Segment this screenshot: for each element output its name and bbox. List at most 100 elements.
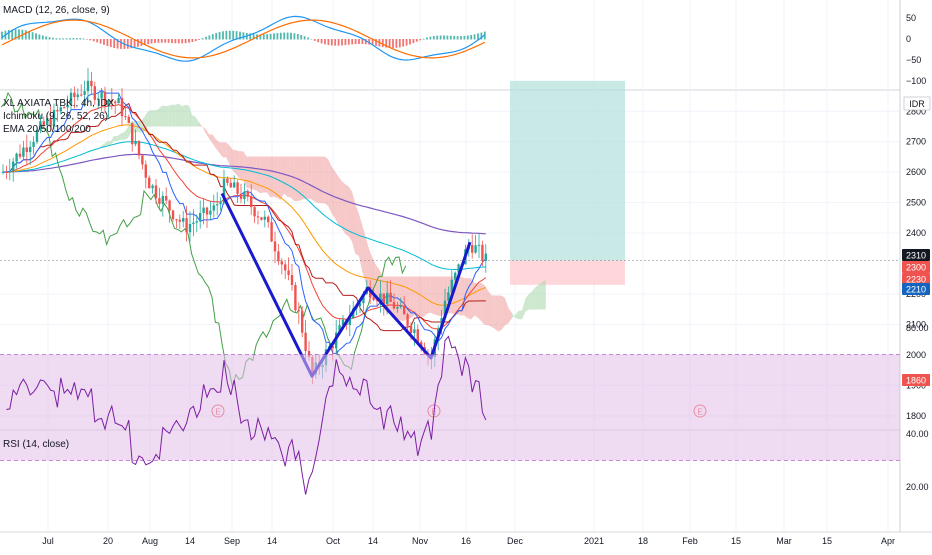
price-badge-label: 2210 [906,285,926,295]
cloud-segment [90,157,93,160]
cloud-segment [111,136,114,145]
axis-tick-label: 80.00 [906,323,929,333]
cloud-segment [107,141,110,145]
macd-histogram-bar [127,39,129,49]
candle-body [121,98,123,116]
macd-histogram-bar [209,35,211,39]
candle-body [236,182,238,193]
macd-histogram-bar [277,33,279,39]
cloud-segment [332,167,335,219]
macd-histogram-bar [328,39,330,45]
cloud-segment [179,103,182,126]
cloud-segment [529,291,532,309]
cloud-segment [151,110,154,126]
cloud-segment [100,144,103,147]
cloud-segment [168,105,171,127]
cloud-segment [505,298,508,325]
axis-tick-label: −100 [906,76,926,86]
price-axis[interactable]: 500−50−100 28002700260025002400220021002… [900,0,932,532]
macd-histogram-bar [358,39,360,44]
cloud-segment [495,295,498,331]
macd-histogram-bar [409,39,411,44]
cloud-segment [311,157,314,202]
candle-body [485,254,487,261]
candle-body [287,270,289,275]
cloud-segment [525,294,528,312]
macd-histogram [1,29,486,49]
cloud-segment [267,157,270,198]
macd-histogram-bar [341,39,343,45]
candle-body [172,211,174,220]
time-axis-tick-label: Nov [412,536,429,546]
cloud-segment [284,157,287,197]
candle-body [2,172,4,173]
macd-histogram-bar [283,33,285,40]
macd-histogram-bar [321,39,323,43]
candle-body [396,307,398,309]
rsi-pane[interactable]: RSI (14, close) [0,337,900,495]
cloud-segment [427,276,430,313]
cloud-segment [291,157,294,201]
candle-body [481,245,483,261]
cloud-segment [117,133,120,141]
candle-body [233,182,235,187]
macd-histogram-bar [137,39,139,47]
macd-histogram-bar [56,38,58,39]
cloud-segment [277,157,280,200]
candle-body [185,218,187,232]
macd-histogram-bar [52,38,54,40]
candle-body [386,293,388,304]
candle-body [410,326,412,333]
macd-histogram-bar [300,35,302,39]
macd-histogram-bar [460,36,462,39]
price-badge-label: 1860 [906,376,926,386]
candle-body [9,171,11,172]
cloud-segment [434,276,437,315]
target-zone[interactable] [510,81,625,261]
cloud-segment [175,103,178,126]
ichimoku-label[interactable]: Ichimoku (9, 26, 52, 26) [3,111,108,122]
macd-histogram-bar [433,36,435,39]
macd-pane[interactable]: MACD (12, 26, close, 9) [1,5,486,61]
cloud-segment [485,285,488,325]
cloud-segment [223,142,226,157]
cloud-segment [406,276,409,319]
macd-histogram-bar [76,38,78,39]
macd-histogram-bar [229,31,231,40]
cloud-segment [165,106,168,127]
cloud-segment [230,146,233,171]
ema-label[interactable]: EMA 20/50/100/200 [3,124,91,135]
candle-body [393,302,395,309]
cloud-segment [247,157,250,189]
candle-body [202,208,204,213]
macd-histogram-bar [219,32,221,39]
macd-histogram-bar [440,35,442,39]
currency-label: IDR [909,99,925,109]
macd-histogram-bar [151,39,153,44]
symbol-label[interactable]: XL AXIATA TBK., 4h, IDX [3,98,115,109]
cloud-segment [260,157,263,194]
cloud-segment [491,295,494,329]
rsi-band [0,355,900,461]
stop-zone[interactable] [510,261,625,285]
candle-body [165,196,167,201]
macd-histogram-bar [348,39,350,45]
candle-body [277,251,279,261]
macd-histogram-bar [464,36,466,40]
cloud-segment [202,126,205,133]
cloud-segment [315,157,318,203]
cloud-segment [321,157,324,204]
macd-histogram-bar [192,39,194,42]
ichimoku-lagging-span [1,93,406,386]
cloud-segment [124,128,127,140]
time-axis-tick-label: 15 [731,536,741,546]
macd-histogram-bar [18,29,20,39]
candle-body [80,95,82,96]
time-axis-tick-label: Aug [142,536,158,546]
candle-body [260,217,262,219]
macd-histogram-bar [198,39,200,40]
